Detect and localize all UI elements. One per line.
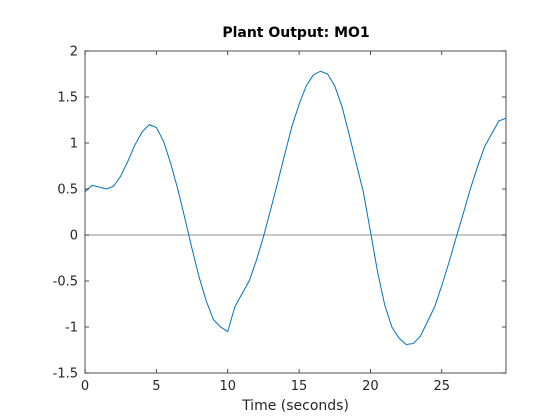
y-tick-label: 1 bbox=[70, 137, 78, 152]
plot-area bbox=[85, 51, 506, 373]
y-tick-label: -1.5 bbox=[53, 367, 78, 382]
x-tick-label: 20 bbox=[362, 379, 379, 394]
x-axis-label: Time (seconds) bbox=[241, 398, 349, 414]
axes-box bbox=[84, 50, 507, 374]
axis-tick-labels: 0 5 10 15 20 25 -1.5 -1 -0.5 0 0.5 1 1.5 2 bbox=[53, 45, 450, 395]
x-tick-label: 10 bbox=[219, 379, 236, 394]
y-tick-label: -0.5 bbox=[53, 275, 78, 290]
y-tick-label: 0.5 bbox=[57, 183, 78, 198]
y-tick-label: 1.5 bbox=[57, 91, 78, 106]
chart-title: Plant Output: MO1 bbox=[222, 25, 369, 41]
series-line bbox=[84, 70, 507, 346]
x-tick-label: 15 bbox=[291, 379, 308, 394]
x-tick-label: 25 bbox=[434, 379, 451, 394]
x-tick-label: 0 bbox=[81, 379, 89, 394]
y-tick-label: 2 bbox=[70, 45, 78, 60]
y-tick-label: 0 bbox=[70, 229, 78, 244]
y-tick-label: -1 bbox=[65, 321, 78, 336]
x-tick-label: 5 bbox=[152, 379, 160, 394]
